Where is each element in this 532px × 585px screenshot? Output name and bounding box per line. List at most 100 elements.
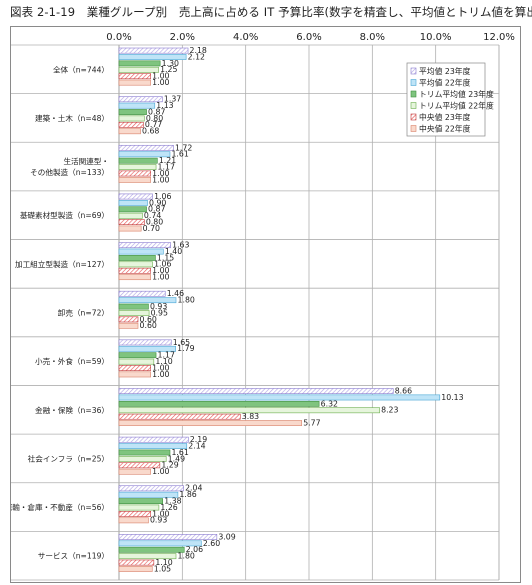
legend-swatch	[410, 90, 417, 98]
bar-trim-2023	[118, 303, 149, 310]
bar-avg-2023	[118, 534, 218, 540]
bar-trim-2023	[118, 255, 156, 261]
bar-trim-2022	[118, 553, 177, 560]
bar-value-label: 0.68	[142, 127, 159, 136]
bar-avg-2022	[118, 200, 148, 206]
bar-median-2022	[118, 225, 142, 232]
bar-median-2023	[118, 559, 155, 566]
bar-avg-2022	[118, 102, 156, 109]
bar-trim-2023	[118, 352, 157, 359]
bar-trim-2023	[118, 449, 171, 456]
bar-median-2023	[118, 462, 161, 469]
bar-value-label: 1.10	[155, 357, 172, 366]
bar-value-label: 2.04	[185, 484, 202, 493]
x-tick-label: 10.0%	[420, 32, 452, 43]
x-tick-label: 2.0%	[170, 32, 195, 43]
category-label: 社会インフラ（n=25）	[28, 453, 109, 463]
bar-value-label: 1.30	[162, 59, 179, 68]
bar-avg-2022	[118, 443, 188, 449]
bar-value-label: 0.93	[150, 516, 167, 525]
bar-value-label: 1.61	[171, 448, 188, 457]
bar-median-2022	[118, 128, 141, 135]
bar-value-label: 1.37	[164, 95, 181, 104]
category-label: 基礎素材型製造（n=69）	[20, 210, 109, 220]
bar-value-label: 1.00	[152, 273, 169, 282]
bar-value-label: 5.77	[303, 418, 320, 427]
bar-trim-2023	[118, 109, 147, 115]
bar-value-label: 1.00	[152, 363, 169, 372]
legend-swatch	[410, 102, 417, 109]
legend-swatch	[410, 113, 417, 121]
bar-avg-2022	[118, 54, 187, 60]
category-label: サービス（n=119）	[38, 552, 109, 561]
bar-value-label: 1.40	[165, 247, 182, 256]
legend-label: トリム平均値 22年度	[419, 101, 494, 111]
bar-median-2022	[118, 176, 151, 183]
bar-trim-2022	[118, 261, 153, 268]
bar-value-label: 1.00	[152, 467, 169, 476]
bar-avg-2022	[118, 394, 441, 401]
bar-value-label: 0.93	[150, 302, 167, 311]
category-label: 生活関連型・	[63, 156, 109, 166]
bar-avg-2023	[118, 193, 153, 200]
bar-value-label: 1.10	[155, 558, 172, 567]
bar-median-2023	[118, 316, 139, 323]
bar-value-label: 1.63	[172, 241, 189, 250]
category-label: 加工組立型製造（n=127）	[15, 259, 109, 269]
category-label: 卸売（n=72）	[58, 308, 109, 318]
x-tick-label: 8.0%	[360, 32, 385, 43]
x-tick-label: 4.0%	[233, 32, 258, 43]
bar-value-label: 0.70	[143, 224, 160, 233]
bar-value-label: 1.49	[168, 454, 185, 463]
bar-trim-2022	[118, 66, 159, 73]
bar-value-label: 0.90	[149, 198, 166, 207]
bar-value-label: 1.00	[152, 78, 169, 87]
bar-value-label: 1.00	[152, 266, 169, 275]
bar-median-2022	[118, 566, 153, 572]
x-tick-label: 0.0%	[106, 32, 131, 43]
bar-value-label: 2.06	[186, 545, 203, 554]
bar-median-2023	[118, 121, 144, 128]
bar-median-2022	[118, 371, 151, 378]
legend-label: 中央値 23年度	[419, 112, 471, 122]
bar-value-label: 1.06	[154, 192, 171, 201]
bar-trim-2023	[118, 206, 147, 213]
bar-value-label: 1.29	[161, 461, 178, 470]
bar-value-label: 1.65	[173, 338, 190, 347]
bar-median-2022	[118, 274, 151, 281]
legend-label: トリム平均値 23年度	[419, 89, 494, 99]
bar-value-label: 1.80	[178, 552, 195, 561]
bar-value-label: 1.00	[152, 169, 169, 178]
bar-value-label: 0.80	[146, 114, 163, 123]
bar-trim-2022	[118, 115, 145, 122]
bar-trim-2023	[118, 546, 185, 553]
bar-value-label: 1.80	[178, 296, 195, 305]
bar-median-2023	[118, 511, 151, 517]
bar-value-label: 0.87	[148, 107, 165, 116]
category-label: 全体（n=744）	[53, 64, 109, 74]
bar-median-2022	[118, 322, 139, 329]
x-tick-label: 12.0%	[483, 32, 515, 43]
bar-median-2023	[118, 170, 151, 177]
bar-value-label: 0.60	[140, 321, 157, 330]
bar-trim-2022	[118, 164, 157, 170]
bar-value-label: 1.17	[158, 351, 175, 360]
bar-median-2023	[118, 413, 241, 420]
bar-value-label: 1.21	[159, 156, 176, 165]
bar-trim-2022	[118, 212, 143, 219]
bar-value-label: 1.06	[154, 260, 171, 269]
legend-swatch	[410, 67, 417, 75]
legend-swatch	[410, 79, 417, 86]
bar-value-label: 6.32	[321, 399, 338, 408]
legend-label: 平均値 22年度	[419, 78, 471, 88]
bar-value-label: 8.23	[381, 406, 398, 415]
bar-avg-2022	[118, 248, 164, 255]
bar-median-2023	[118, 73, 151, 80]
bar-value-label: 2.14	[188, 441, 205, 450]
bar-trim-2022	[118, 455, 167, 462]
bar-median-2023	[118, 365, 151, 371]
legend-label: 中央値 22年度	[419, 124, 471, 134]
bar-value-label: 1.61	[171, 150, 188, 159]
category-label: 建築・土木（n=48）	[35, 113, 109, 123]
bar-value-label: 2.19	[190, 435, 207, 444]
